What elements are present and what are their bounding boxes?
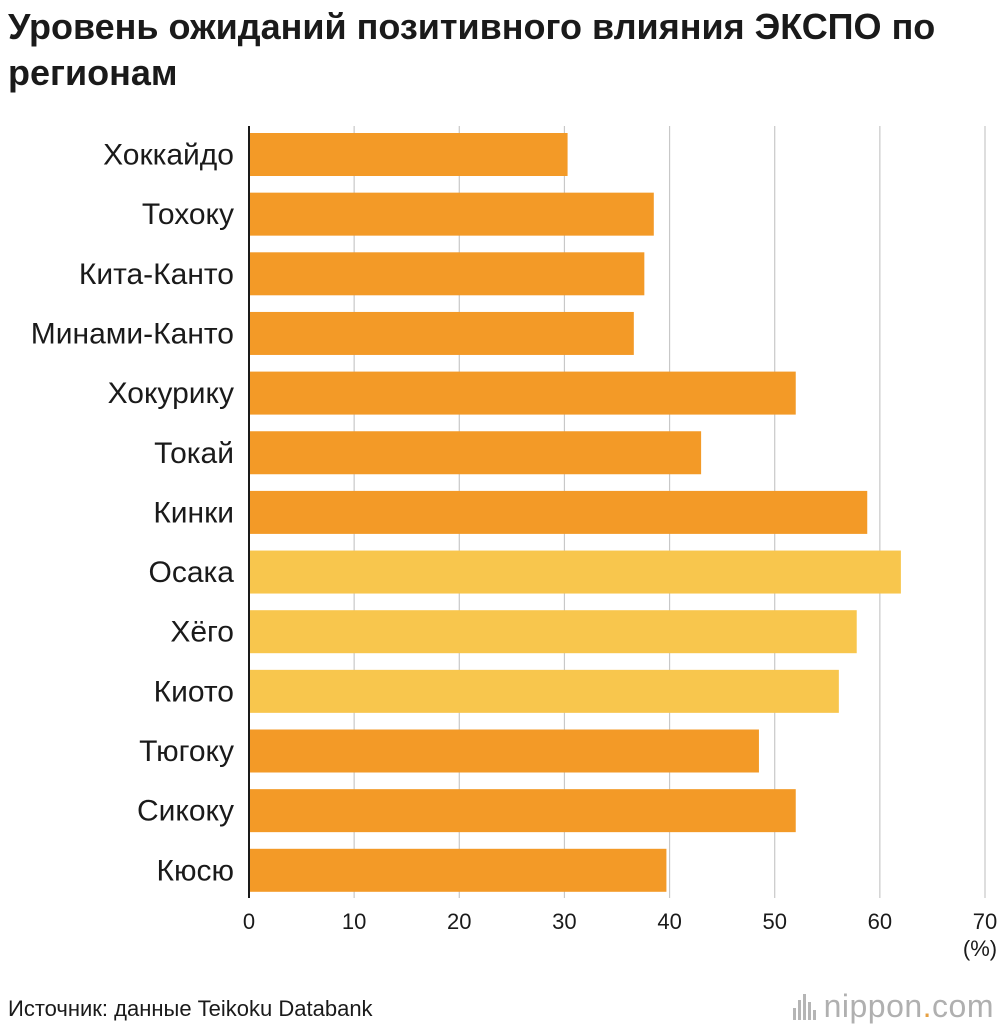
bar <box>249 789 796 833</box>
category-label: Хокурику <box>108 377 234 410</box>
category-label: Кита-Канто <box>79 258 234 291</box>
x-tick-label: 10 <box>342 909 366 934</box>
bar <box>249 192 654 236</box>
x-tick-label: 20 <box>447 909 471 934</box>
bar <box>249 371 796 415</box>
category-label: Тюгоку <box>139 735 234 768</box>
sound-bars-icon <box>792 993 816 1020</box>
category-label: Хоккайдо <box>103 139 234 172</box>
category-label: Сикоку <box>137 795 234 828</box>
x-tick-label: 30 <box>552 909 576 934</box>
nippon-logo: nippon.com <box>792 988 994 1025</box>
logo-text: nippon.com <box>823 988 994 1024</box>
category-label: Кюсю <box>157 854 234 887</box>
bar <box>249 311 634 355</box>
source-note: Источник: данные Teikoku Databank <box>8 996 373 1021</box>
x-unit-label: (%) <box>963 936 997 961</box>
bar <box>249 729 759 773</box>
bar <box>249 490 868 534</box>
bar <box>249 550 901 594</box>
bars <box>249 133 901 892</box>
category-label: Киото <box>154 675 234 708</box>
x-tick-label: 0 <box>243 909 255 934</box>
category-labels: Хоккайдо Тохоку Кита-Канто Минами-Канто Хоку… <box>31 139 235 888</box>
category-label: Осака <box>149 556 235 589</box>
x-tick-label: 70 <box>973 909 997 934</box>
x-tick-label: 50 <box>762 909 786 934</box>
x-tick-label: 60 <box>868 909 892 934</box>
category-label: Кинки <box>153 496 234 529</box>
bar <box>249 133 568 176</box>
category-label: Минами-Канто <box>31 317 234 350</box>
bar <box>249 610 857 654</box>
bar <box>249 431 702 475</box>
bar <box>249 669 839 713</box>
chart-title: Уровень ожиданий позитивного влияния ЭКС… <box>8 6 936 93</box>
category-label: Токай <box>154 437 234 470</box>
x-tick-label: 40 <box>657 909 681 934</box>
bar <box>249 252 645 296</box>
bar <box>249 848 667 892</box>
category-label: Хёго <box>170 616 234 649</box>
x-tick-labels: 0 10 20 30 40 50 60 70 <box>243 909 997 934</box>
bar-chart: Хоккайдо Тохоку Кита-Канто Минами-Канто Хоку… <box>31 126 997 961</box>
category-label: Тохоку <box>142 198 234 231</box>
